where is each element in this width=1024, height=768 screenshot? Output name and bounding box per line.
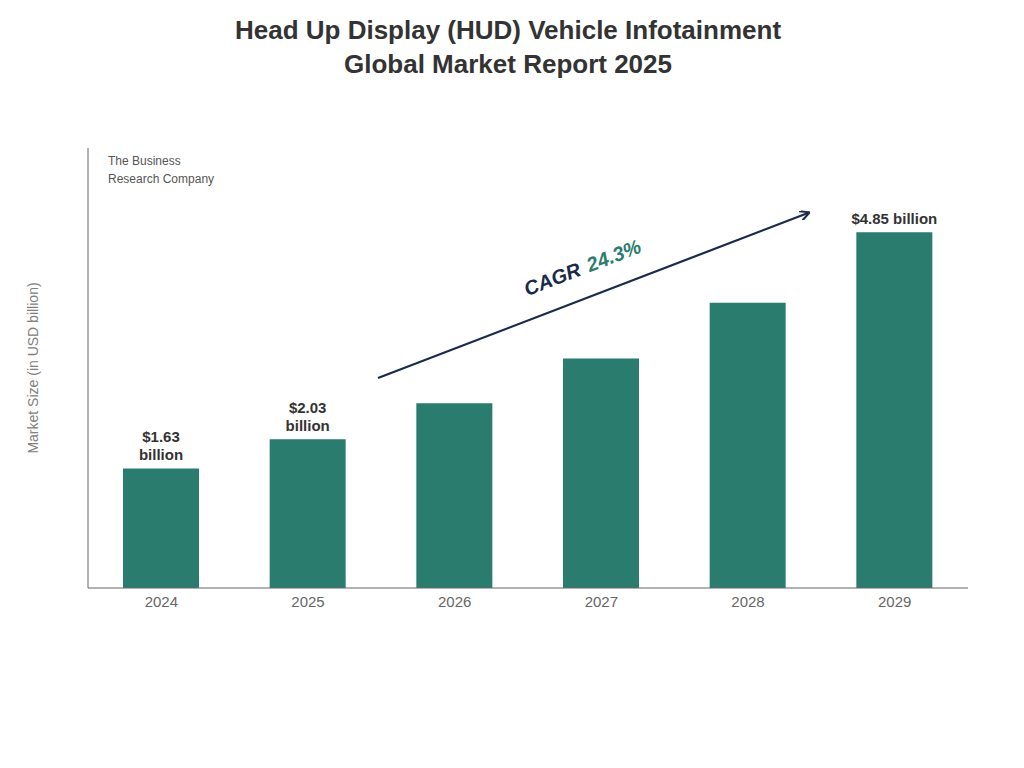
svg-text:CAGR24.3%: CAGR24.3%: [521, 235, 644, 300]
html-text:Head Up Display (HUD) Vehicle: Head Up Display (HUD) Vehicle Infotainme…: [235, 15, 781, 79]
svg-text:2025: 2025: [291, 592, 324, 609]
svg-text:2028: 2028: [731, 592, 764, 609]
svg-text:2026: 2026: [438, 592, 471, 609]
svg-text:2024: 2024: [145, 592, 178, 609]
svg-text:$2.03billion: $2.03billion: [286, 399, 330, 434]
svg-text:2027: 2027: [585, 592, 618, 609]
html-text:The Business Research Company: The Business Research Company: [108, 153, 215, 186]
svg-text:$4.85 billion: $4.85 billion: [851, 210, 937, 227]
svg-text:$1.63billion: $1.63billion: [139, 428, 183, 463]
svg-text:Market Size (in USD billion): Market Size (in USD billion): [25, 282, 41, 453]
svg-text:2029: 2029: [878, 592, 911, 609]
